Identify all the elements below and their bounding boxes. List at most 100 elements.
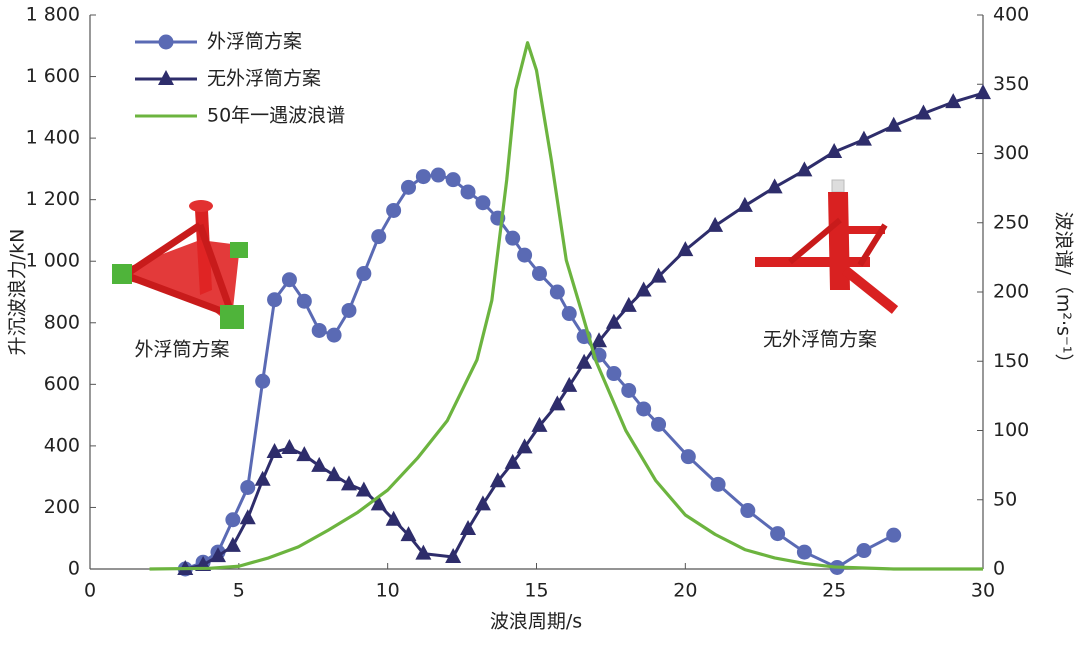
structure-with-floats [112, 200, 248, 329]
x-tick-label: 15 [524, 580, 548, 602]
point-marker [281, 272, 297, 288]
y2-tick-label: 300 [993, 142, 1029, 164]
y2-tick-label: 0 [993, 558, 1005, 580]
y-tick-label: 1 600 [26, 65, 80, 87]
y2-tick-label: 350 [993, 73, 1029, 95]
point-marker [311, 322, 327, 338]
point-marker [415, 169, 431, 185]
annotation: 无外浮筒方案 [763, 329, 877, 351]
point-marker [561, 376, 578, 392]
point-marker [326, 327, 342, 343]
y2-tick-label: 250 [993, 211, 1029, 233]
point-marker [296, 446, 313, 462]
point-marker [267, 292, 283, 308]
point-marker [796, 161, 813, 177]
point-marker [401, 179, 417, 195]
point-marker [516, 438, 533, 454]
x-tick-label: 30 [971, 580, 995, 602]
point-marker [224, 536, 241, 552]
point-marker [240, 479, 256, 495]
point-marker [460, 184, 476, 200]
point-marker [475, 195, 491, 211]
x-tick-label: 0 [84, 580, 96, 602]
point-marker [517, 247, 533, 263]
y2-tick-label: 150 [993, 350, 1029, 372]
point-marker [531, 266, 547, 282]
point-marker [311, 456, 328, 472]
legend-label: 50年一遇波浪谱 [207, 105, 345, 127]
y2-tick-label: 400 [993, 4, 1029, 26]
legend-marker [158, 34, 174, 50]
point-marker [736, 196, 753, 212]
y-tick-label: 1 800 [26, 4, 80, 26]
x-tick-label: 10 [376, 580, 400, 602]
point-marker [796, 544, 812, 560]
point-marker [209, 547, 226, 563]
point-marker [549, 395, 566, 411]
point-marker [385, 510, 402, 526]
y-tick-label: 800 [44, 311, 80, 333]
point-marker [605, 313, 622, 329]
point-marker [430, 167, 446, 183]
point-marker [415, 544, 432, 560]
point-marker [531, 416, 548, 432]
point-marker [576, 353, 593, 369]
point-marker [770, 526, 786, 542]
point-marker [707, 216, 724, 232]
point-marker [474, 495, 491, 511]
point-marker [975, 84, 991, 100]
point-marker [549, 284, 565, 300]
y-tick-label: 1 200 [26, 188, 80, 210]
point-marker [371, 229, 387, 245]
y-tick-label: 200 [44, 496, 80, 518]
point-marker [855, 130, 872, 146]
point-marker [620, 296, 637, 312]
point-marker [636, 401, 652, 417]
point-marker [505, 230, 521, 246]
point-marker [225, 512, 241, 528]
point-marker [239, 509, 256, 525]
point-marker [886, 527, 902, 543]
y2-tick-label: 100 [993, 419, 1029, 441]
point-marker [680, 449, 696, 465]
x-tick-label: 20 [673, 580, 697, 602]
point-marker [635, 281, 652, 297]
point-marker [281, 439, 298, 455]
y-tick-label: 1 000 [26, 250, 80, 272]
point-marker [445, 172, 461, 188]
point-marker [504, 453, 521, 469]
point-marker [650, 267, 667, 283]
point-marker [740, 503, 756, 519]
point-marker [326, 466, 343, 482]
point-marker [370, 495, 387, 511]
point-marker [355, 481, 372, 497]
point-marker [710, 476, 726, 492]
y-tick-label: 400 [44, 434, 80, 456]
x-axis-label: 波浪周期/s [490, 611, 582, 633]
point-marker [356, 266, 372, 282]
point-marker [945, 93, 962, 109]
point-marker [766, 178, 783, 194]
x-tick-label: 5 [233, 580, 245, 602]
legend-label: 无外浮筒方案 [207, 68, 321, 90]
point-marker [561, 306, 577, 322]
point-marker [445, 547, 462, 563]
legend-label: 外浮筒方案 [207, 31, 302, 53]
point-marker [255, 373, 271, 389]
point-marker [296, 293, 312, 309]
point-marker [856, 543, 872, 559]
point-marker [400, 526, 417, 542]
point-marker [591, 332, 608, 348]
y2-tick-label: 200 [993, 281, 1029, 303]
legend-marker [158, 70, 174, 85]
annotation: 外浮筒方案 [134, 339, 229, 361]
point-marker [386, 202, 402, 218]
point-marker [266, 443, 283, 459]
point-marker [677, 241, 694, 257]
series-line [184, 173, 895, 571]
y2-tick-label: 50 [993, 488, 1017, 510]
point-marker [885, 116, 902, 132]
structure-without-floats [755, 179, 899, 314]
y-tick-label: 0 [68, 558, 80, 580]
